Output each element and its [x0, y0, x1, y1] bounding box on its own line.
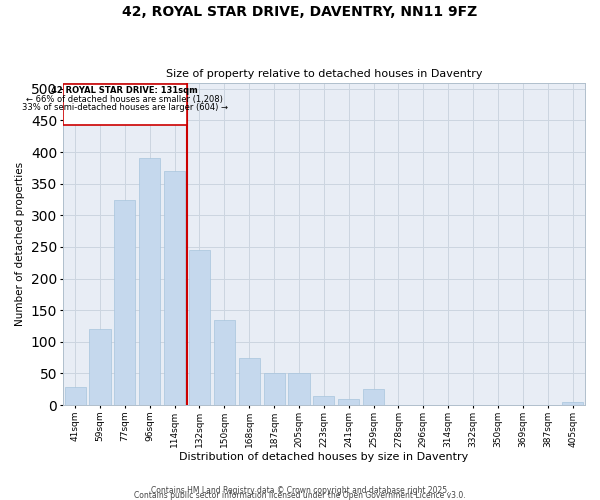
Bar: [562, 402, 583, 405]
Bar: [363, 389, 384, 405]
Y-axis label: Number of detached properties: Number of detached properties: [15, 162, 25, 326]
Bar: [62, 84, 187, 125]
Title: Size of property relative to detached houses in Daventry: Size of property relative to detached ho…: [166, 69, 482, 79]
Bar: [313, 396, 334, 405]
Text: Contains HM Land Registry data © Crown copyright and database right 2025.: Contains HM Land Registry data © Crown c…: [151, 486, 449, 495]
Bar: [263, 374, 284, 405]
Text: 33% of semi-detached houses are larger (604) →: 33% of semi-detached houses are larger (…: [22, 103, 228, 112]
Bar: [139, 158, 160, 405]
Text: ← 66% of detached houses are smaller (1,208): ← 66% of detached houses are smaller (1,…: [26, 95, 223, 104]
Text: 42, ROYAL STAR DRIVE, DAVENTRY, NN11 9FZ: 42, ROYAL STAR DRIVE, DAVENTRY, NN11 9FZ: [122, 5, 478, 19]
Bar: [164, 171, 185, 405]
Bar: [114, 200, 136, 405]
Bar: [214, 320, 235, 405]
Bar: [189, 250, 210, 405]
Bar: [239, 358, 260, 405]
Bar: [89, 329, 110, 405]
Text: Contains public sector information licensed under the Open Government Licence v3: Contains public sector information licen…: [134, 491, 466, 500]
Bar: [65, 388, 86, 405]
Text: 42 ROYAL STAR DRIVE: 131sqm: 42 ROYAL STAR DRIVE: 131sqm: [52, 86, 198, 96]
Bar: [338, 398, 359, 405]
Bar: [289, 374, 310, 405]
X-axis label: Distribution of detached houses by size in Daventry: Distribution of detached houses by size …: [179, 452, 469, 462]
